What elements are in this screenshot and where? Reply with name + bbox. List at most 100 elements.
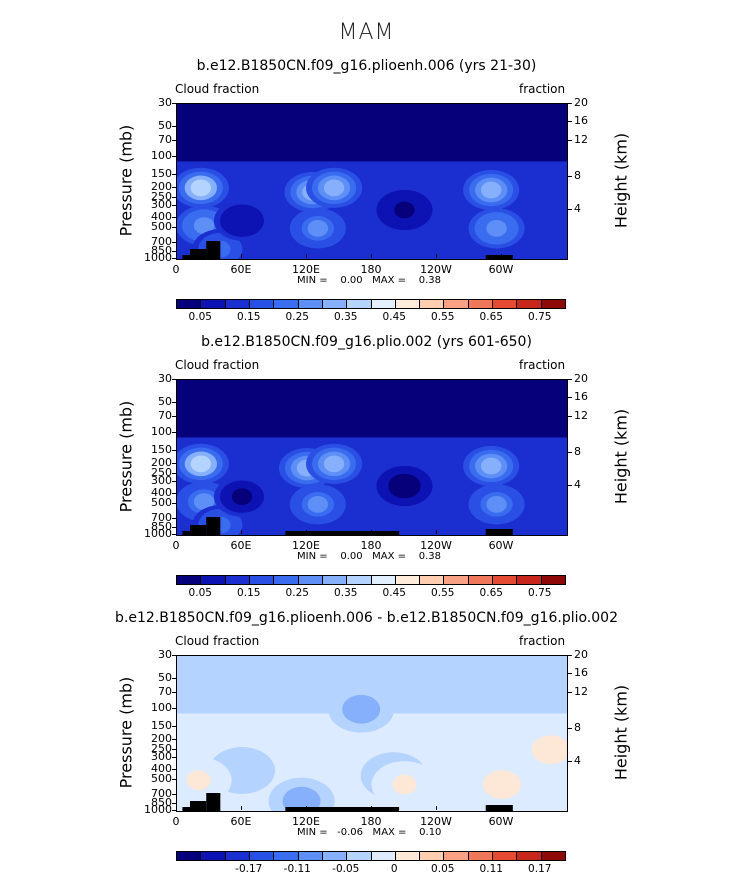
y-tick-mark <box>172 526 176 528</box>
land-mask <box>285 531 400 535</box>
colorbar-label: -0.11 <box>283 863 311 875</box>
y-tick-mark <box>172 769 176 771</box>
colorbar-swatch <box>346 852 371 860</box>
y-axis-title: Pressure (mb) <box>116 676 136 788</box>
colorbar-swatch <box>297 852 322 860</box>
x-tick-mark <box>501 530 502 534</box>
x-tick-label: 60E <box>230 815 252 828</box>
y-tick-label: 150 <box>151 167 172 181</box>
season-title: MAM <box>338 20 395 45</box>
contour-field <box>177 656 567 811</box>
x-tick-label: 60W <box>488 263 514 276</box>
y-tick-label: 300 <box>151 473 172 487</box>
y-tick-label: 300 <box>151 197 172 211</box>
y-tick-mark <box>172 186 176 188</box>
colorbar-swatch <box>224 576 249 584</box>
colorbar-swatch <box>200 576 225 584</box>
y-tick-label: 50 <box>158 670 172 684</box>
chart-title: b.e12.B1850CN.f09_g16.plioenh.006 - b.e1… <box>115 610 618 626</box>
y-tick-mark <box>172 250 176 252</box>
plot-area <box>176 655 568 812</box>
right-tick-label: 20 <box>574 96 588 109</box>
y-axis-title: Pressure (mb) <box>116 124 136 236</box>
colorbar-swatch <box>273 576 298 584</box>
x-tick-mark <box>306 530 307 534</box>
y-tick-label: 400 <box>151 486 172 500</box>
colorbar <box>176 851 566 861</box>
min-max-stats: MIN = -0.06 MAX = 0.10 <box>297 827 442 838</box>
y-tick-label: 500 <box>151 496 172 510</box>
colorbar-swatch <box>200 852 225 860</box>
y-tick-mark <box>172 518 176 520</box>
right-tick-label: 8 <box>574 168 581 182</box>
right-tick-mark <box>567 451 572 453</box>
colorbar-swatch <box>177 300 201 308</box>
colorbar-label: 0.35 <box>334 311 358 323</box>
y-tick-label: 850 <box>151 795 172 809</box>
colorbar-swatch <box>321 852 347 860</box>
colorbar-swatch <box>297 576 322 584</box>
y-tick-label: 250 <box>151 189 172 203</box>
right-tick-mark <box>567 208 572 210</box>
x-tick-mark <box>501 806 502 810</box>
colorbar-swatch <box>394 300 420 308</box>
variable-label: Cloud fraction <box>175 82 260 96</box>
y-tick-label: 250 <box>151 465 172 479</box>
x-tick-label: 180 <box>360 539 382 552</box>
x-tick-mark <box>241 254 242 258</box>
colorbar-label: 0.11 <box>479 863 503 875</box>
y-tick-mark <box>172 726 176 728</box>
x-tick-label: 60E <box>230 263 252 276</box>
y-tick-label: 50 <box>158 394 172 408</box>
y-tick-label: 30 <box>158 96 172 109</box>
colorbar-swatch <box>394 576 420 584</box>
x-tick-label: 120W <box>420 263 452 276</box>
colorbar-label: 0.05 <box>431 863 455 875</box>
colorbar-swatch <box>467 300 493 308</box>
y-tick-mark <box>172 756 176 758</box>
y-tick-mark <box>172 794 176 796</box>
field-contour <box>307 495 329 513</box>
y-tick-label: 30 <box>158 372 172 385</box>
plot-area <box>176 103 568 260</box>
field-contour <box>231 488 253 506</box>
field-contour <box>394 477 415 495</box>
right-tick-mark <box>567 396 572 398</box>
right-tick-mark <box>567 692 572 694</box>
colorbar-label: 0.15 <box>237 311 261 323</box>
colorbar <box>176 299 566 309</box>
field-contour <box>490 774 514 795</box>
colorbar-label: 0.05 <box>188 587 212 599</box>
right-axis-title: Height (km) <box>611 408 631 504</box>
y-tick-mark <box>172 379 176 380</box>
y-tick-mark <box>172 416 176 418</box>
field-contour <box>323 455 345 473</box>
y-tick-label: 70 <box>158 685 172 699</box>
colorbar-swatch <box>419 852 444 860</box>
x-tick-mark <box>436 530 437 534</box>
field-contour <box>394 201 415 219</box>
y-tick-mark <box>172 802 176 804</box>
y-tick-mark <box>172 472 176 474</box>
x-tick-mark <box>371 254 372 258</box>
colorbar-label: 0.75 <box>528 587 552 599</box>
right-tick-mark <box>567 120 572 122</box>
y-tick-label: 200 <box>151 731 172 745</box>
y-axis-title: Pressure (mb) <box>116 400 136 512</box>
y-tick-label: 30 <box>158 648 172 661</box>
colorbar-swatch <box>273 300 298 308</box>
contour-field <box>177 380 567 535</box>
right-axis-title: Height (km) <box>611 684 631 780</box>
y-tick-mark <box>172 227 176 229</box>
colorbar-swatch <box>273 852 298 860</box>
colorbar-swatch <box>248 576 274 584</box>
right-tick-label: 16 <box>574 665 588 679</box>
x-tick-mark <box>306 254 307 258</box>
y-tick-label: 70 <box>158 409 172 423</box>
colorbar-label: 0.25 <box>285 311 309 323</box>
y-tick-mark <box>172 401 176 403</box>
y-tick-label: 100 <box>151 701 172 715</box>
y-tick-label: 700 <box>151 235 172 249</box>
y-tick-mark <box>172 493 176 495</box>
x-tick-label: 180 <box>360 815 382 828</box>
